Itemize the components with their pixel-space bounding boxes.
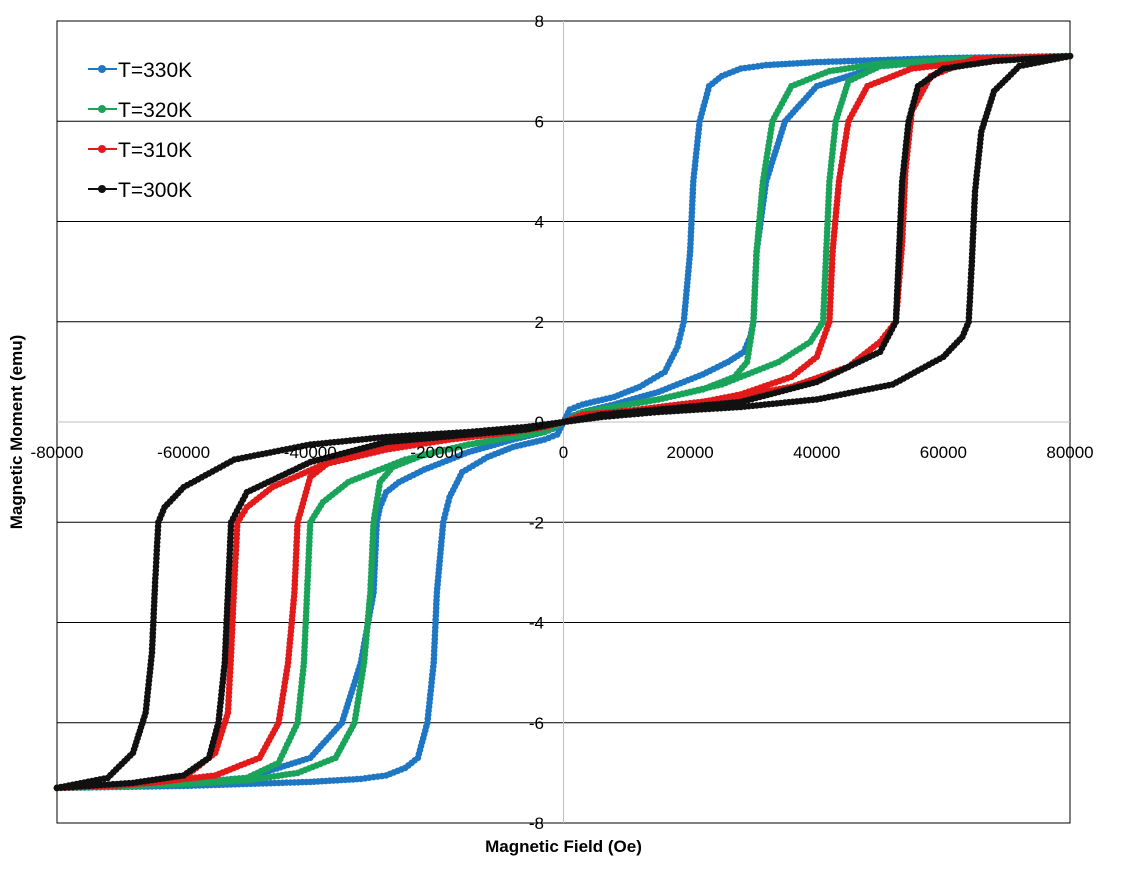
y-tick-label: 4 — [535, 213, 544, 232]
legend-item: T=330K — [88, 59, 192, 82]
x-tick-label: 40000 — [793, 443, 840, 462]
y-tick-label: 6 — [535, 112, 544, 131]
series-T=300K — [53, 52, 1074, 792]
y-tick-label: 8 — [535, 12, 544, 31]
x-tick-label: 80000 — [1046, 443, 1093, 462]
x-tick-label: -20000 — [410, 443, 463, 462]
legend-item: T=310K — [88, 139, 192, 162]
x-tick-label: 0 — [559, 443, 568, 462]
data-point — [53, 784, 61, 792]
x-tick-label: 20000 — [666, 443, 713, 462]
x-tick-label: 60000 — [920, 443, 967, 462]
legend-marker — [98, 185, 106, 193]
legend-marker — [98, 145, 106, 153]
y-tick-label: -4 — [529, 614, 544, 633]
tick-labels: -80000 -60000 -40000 -20000 0 20000 40000 60000… — [31, 12, 1094, 833]
data-series — [53, 52, 1074, 792]
legend-label: T=330K — [118, 59, 192, 82]
x-axis-title: Magnetic Field (Oe) — [485, 837, 642, 856]
legend-marker — [98, 65, 106, 73]
legend-item: T=300K — [88, 179, 192, 202]
x-tick-label: -40000 — [284, 443, 337, 462]
y-tick-label: 0 — [535, 413, 544, 432]
legend-item: T=320K — [88, 99, 192, 122]
legend-marker — [98, 105, 106, 113]
legend-label: T=300K — [118, 179, 192, 202]
legend-label: T=320K — [118, 99, 192, 122]
legend-label: T=310K — [118, 139, 192, 162]
y-tick-label: -8 — [529, 814, 544, 833]
y-tick-label: 2 — [535, 313, 544, 332]
x-tick-label: -80000 — [31, 443, 84, 462]
legend: T=330K T=320K T=310K T=300K — [88, 59, 192, 202]
x-tick-label: -60000 — [157, 443, 210, 462]
y-axis-title: Magnetic Moment (emu) — [7, 335, 26, 530]
y-tick-label: -6 — [529, 714, 544, 733]
y-tick-label: -2 — [529, 513, 544, 532]
